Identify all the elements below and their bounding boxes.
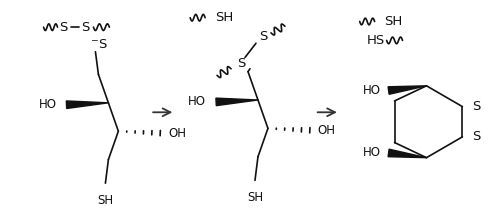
- Text: HO: HO: [363, 84, 381, 97]
- Text: S: S: [472, 130, 481, 143]
- Text: S: S: [259, 30, 267, 43]
- Text: HS: HS: [366, 34, 385, 47]
- Text: HO: HO: [363, 146, 381, 160]
- Polygon shape: [216, 98, 258, 106]
- Polygon shape: [388, 86, 427, 94]
- Text: OH: OH: [168, 127, 186, 140]
- Polygon shape: [388, 149, 427, 158]
- Text: OH: OH: [318, 124, 336, 137]
- Text: $^{-}$S: $^{-}$S: [91, 38, 108, 51]
- Text: SH: SH: [215, 11, 233, 24]
- Text: SH: SH: [247, 191, 263, 204]
- Text: S: S: [237, 57, 245, 70]
- Text: S: S: [472, 100, 481, 113]
- Text: S: S: [81, 21, 90, 34]
- Text: SH: SH: [385, 15, 403, 28]
- Text: SH: SH: [98, 194, 113, 207]
- Text: HO: HO: [188, 95, 206, 108]
- Polygon shape: [66, 101, 108, 109]
- Text: S: S: [59, 21, 68, 34]
- Text: HO: HO: [39, 98, 56, 111]
